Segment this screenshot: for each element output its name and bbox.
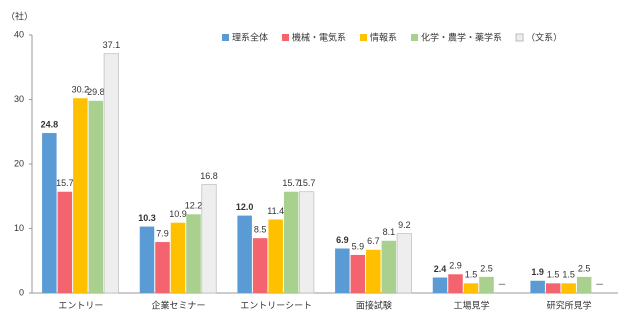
y-tick-label: 20: [14, 158, 24, 168]
bar: [139, 226, 155, 293]
legend-label: 情報系: [370, 31, 397, 42]
bar: [155, 242, 170, 293]
value-label: 15.7: [56, 178, 74, 188]
legend-label: 機械・電気系: [292, 31, 346, 42]
bar: [381, 240, 397, 293]
value-label: 6.7: [367, 236, 380, 246]
bar: [396, 233, 412, 294]
legend-swatch: [222, 34, 229, 41]
bar: [561, 283, 576, 293]
bar: [576, 276, 592, 293]
bar: [237, 215, 252, 293]
legend-label: 化学・農学・薬学系: [421, 31, 502, 42]
value-label: 12.2: [185, 201, 203, 211]
bar: [479, 276, 494, 293]
bar: [201, 184, 217, 294]
value-label: 37.1: [103, 40, 121, 50]
value-label: －: [497, 279, 506, 289]
legend-label: 理系全体: [232, 31, 268, 42]
y-tick-label: 0: [19, 287, 24, 297]
bar: [545, 283, 561, 293]
bar: [42, 133, 57, 293]
value-label: 8.5: [254, 225, 267, 235]
value-label: 7.9: [156, 228, 169, 238]
bar: [350, 254, 366, 293]
legend-swatch: [515, 33, 524, 42]
legend-swatch: [360, 34, 368, 41]
bar: [252, 238, 268, 293]
bar: [448, 274, 463, 293]
y-tick-label: 30: [14, 94, 24, 104]
bar: [335, 248, 350, 293]
value-label: 16.8: [200, 171, 218, 181]
y-tick-label: 10: [14, 223, 24, 233]
bar: [73, 98, 88, 294]
bar: [103, 53, 119, 294]
bar: [299, 191, 315, 294]
y-axis-label: （社）: [6, 10, 33, 21]
value-label: 1.5: [547, 270, 560, 280]
legend-swatch: [411, 34, 419, 41]
value-label: 11.4: [267, 206, 284, 216]
y-tick-label: 40: [14, 29, 24, 39]
value-label: 1.9: [531, 267, 544, 277]
x-tick-label: 企業セミナー: [151, 299, 205, 310]
value-label: 2.5: [578, 263, 591, 273]
value-label: 15.7: [298, 178, 316, 188]
value-label: 1.5: [465, 270, 478, 280]
x-tick-label: エントリー: [58, 300, 103, 310]
value-label: 9.2: [398, 220, 411, 230]
value-label: 15.7: [282, 178, 300, 188]
value-label: 2.9: [449, 261, 462, 271]
value-label: 24.8: [41, 119, 59, 129]
value-label: 8.1: [383, 227, 396, 237]
value-label: 6.9: [336, 235, 349, 245]
bar: [170, 222, 186, 293]
bar: [432, 277, 448, 293]
x-tick-label: 研究所見学: [547, 299, 592, 310]
bar: [366, 249, 381, 293]
value-label: 29.8: [87, 87, 105, 97]
bar: [88, 100, 104, 293]
bar: [463, 283, 479, 293]
value-label: －: [595, 279, 604, 289]
value-label: 12.0: [236, 202, 254, 212]
x-tick-label: 面接試験: [356, 299, 392, 310]
value-label: 10.3: [138, 213, 156, 223]
bar: [283, 191, 299, 293]
bar: [268, 219, 283, 293]
value-label: 1.5: [562, 270, 575, 280]
value-label: 30.2: [72, 85, 90, 95]
bar: [530, 280, 545, 293]
x-tick-label: 工場見学: [453, 299, 489, 310]
value-label: 2.4: [434, 264, 447, 274]
value-label: 5.9: [352, 241, 365, 251]
legend-swatch: [282, 34, 290, 41]
legend-label: （文系）: [526, 31, 562, 42]
bar: [186, 214, 201, 293]
x-tick-label: エントリーシート: [240, 300, 312, 310]
value-label: 2.5: [480, 263, 493, 273]
bar: [57, 191, 73, 293]
value-label: 10.9: [169, 209, 187, 219]
